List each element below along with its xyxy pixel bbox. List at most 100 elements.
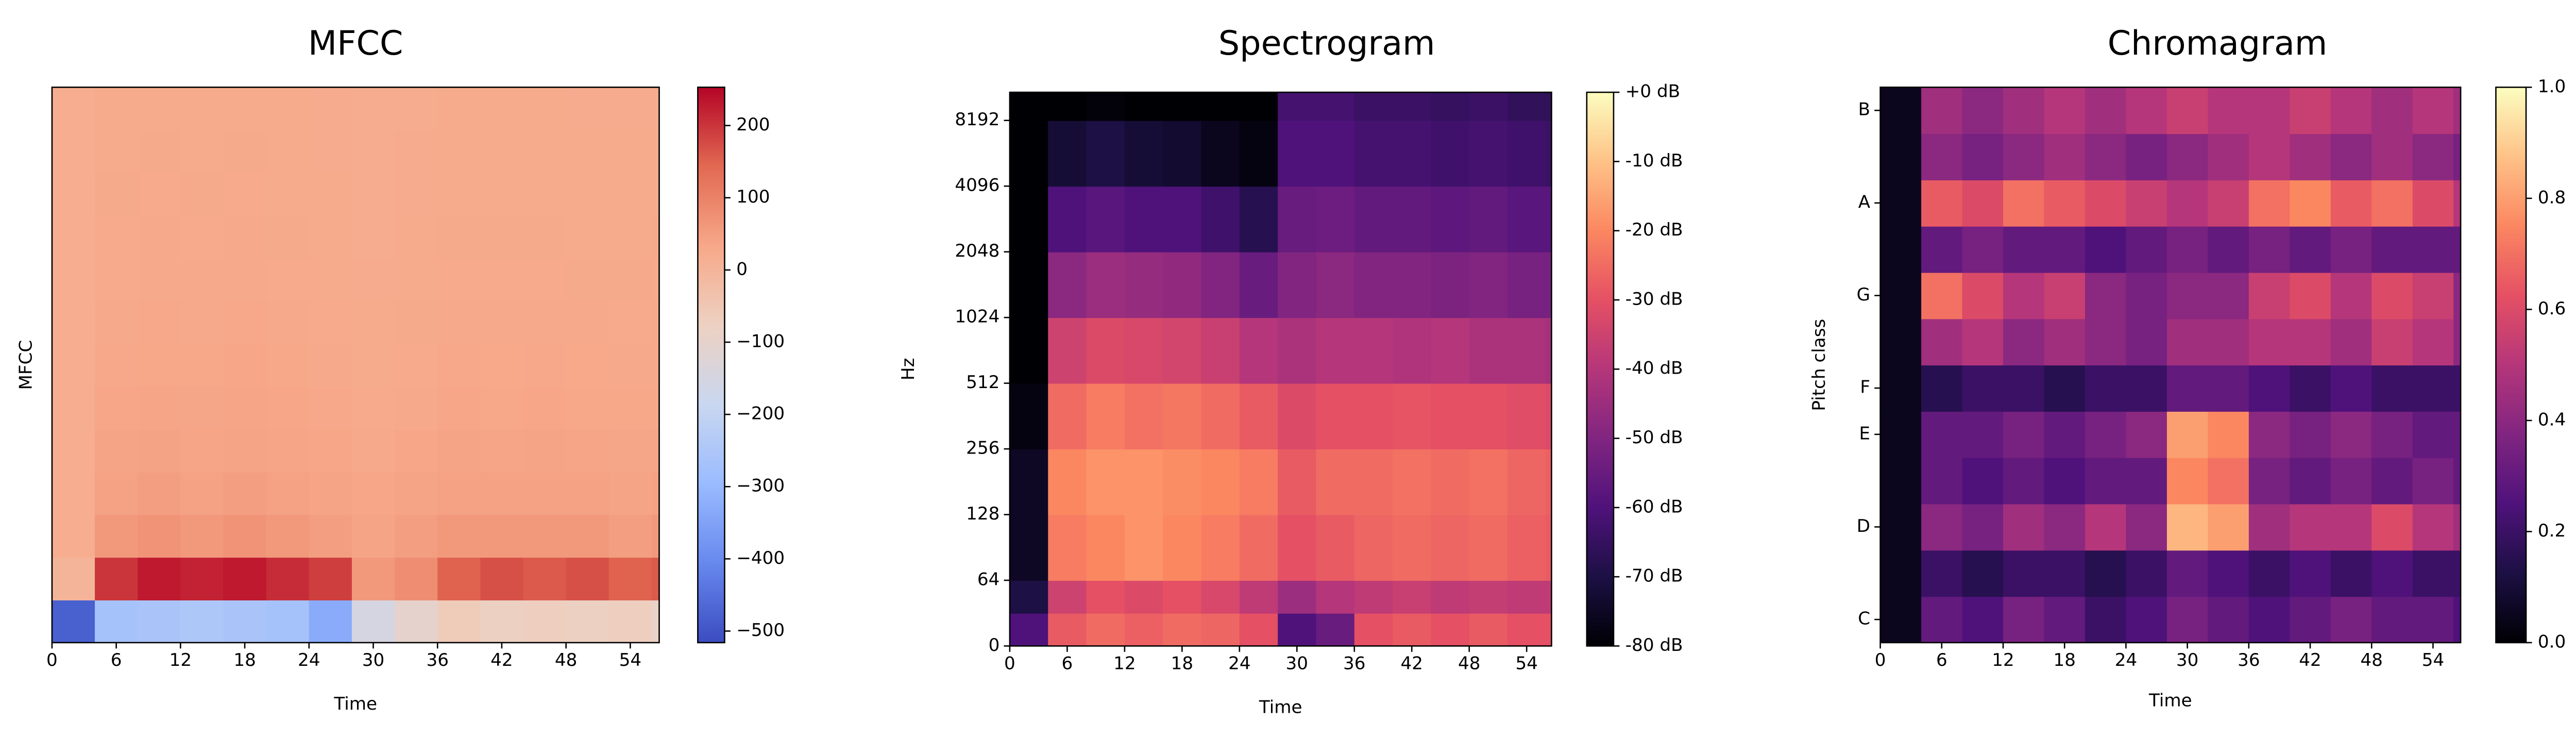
heatmap-cell	[2371, 226, 2413, 273]
heatmap-cell	[2208, 457, 2249, 505]
heatmap-cell	[1921, 596, 1963, 643]
heatmap-cell	[608, 514, 652, 558]
heatmap-cell	[1921, 318, 1963, 366]
heatmap-cell	[395, 300, 438, 344]
heatmap-cell	[1316, 383, 1355, 450]
heatmap-cell	[1469, 383, 1509, 450]
heatmap-cell	[309, 429, 352, 473]
heatmap-cell	[138, 600, 181, 643]
heatmap-cell	[2003, 365, 2045, 412]
heatmap-cell	[266, 258, 310, 301]
heatmap-cell	[523, 215, 567, 259]
x-tick-label: 6	[111, 650, 122, 670]
y-tick-label: D	[1857, 516, 1870, 536]
heatmap-cell	[1201, 613, 1240, 647]
x-tick-label: 12	[1992, 650, 2014, 670]
heatmap-cell	[1921, 226, 1963, 273]
heatmap-cell	[266, 429, 310, 473]
heatmap-cell	[566, 87, 609, 131]
heatmap-cell	[1354, 449, 1394, 515]
heatmap-cell	[1431, 251, 1470, 318]
heatmap-cell	[1431, 92, 1470, 121]
heatmap-cell	[2044, 179, 2086, 227]
heatmap-cell	[2290, 318, 2331, 366]
x-tick-label: 36	[1343, 653, 1365, 674]
x-tick-label: 30	[2176, 650, 2198, 670]
colorbar-tick-label: −500	[736, 620, 785, 641]
heatmap-cell	[95, 130, 139, 174]
heatmap-cell	[180, 215, 224, 259]
heatmap-cell	[223, 300, 267, 344]
heatmap-cell	[2166, 596, 2209, 643]
heatmap-cell	[1201, 383, 1240, 450]
heatmap-cell	[608, 557, 652, 601]
heatmap-cell	[1431, 580, 1470, 614]
x-tick-label: 6	[1936, 650, 1947, 670]
heatmap-cell	[2248, 133, 2291, 180]
heatmap-cell	[2248, 457, 2291, 505]
heatmap-cell	[2084, 457, 2127, 505]
heatmap-cell	[2330, 504, 2372, 551]
heatmap-cell	[1163, 186, 1202, 253]
heatmap-cell	[523, 300, 567, 344]
heatmap-cell	[1316, 120, 1355, 187]
x-tick-label: 24	[1228, 653, 1250, 674]
heatmap-cell	[2330, 411, 2372, 458]
x-tick-label: 0	[1875, 650, 1886, 670]
heatmap-cell	[1431, 120, 1470, 187]
heatmap-cell	[1507, 317, 1547, 384]
heatmap-cell	[2126, 457, 2167, 505]
heatmap-cell	[1239, 449, 1279, 515]
heatmap-cell	[2290, 179, 2331, 227]
heatmap-cell	[95, 600, 139, 643]
y-tick-label: B	[1858, 99, 1870, 120]
heatmap-cell	[566, 130, 609, 174]
heatmap-cell	[1048, 449, 1087, 515]
heatmap-cell	[2248, 179, 2291, 227]
colorbar-tick-label: -70 dB	[1625, 566, 1683, 586]
heatmap-cell	[2290, 272, 2331, 320]
heatmap-cell	[2003, 87, 2045, 135]
heatmap-cell	[1921, 87, 1963, 135]
heatmap-cell	[1393, 383, 1432, 450]
heatmap-cell	[2208, 272, 2249, 320]
heatmap-cell	[1546, 317, 1552, 384]
heatmap-cell	[180, 130, 224, 174]
plot-frame	[1009, 91, 1552, 647]
heatmap-cell	[1316, 317, 1355, 384]
heatmap-cell	[2412, 457, 2454, 505]
heatmap-cell	[2453, 457, 2462, 505]
heatmap-cell	[2412, 596, 2454, 643]
heatmap-cell	[138, 215, 181, 259]
heatmap-cell	[1278, 613, 1317, 647]
heatmap-cell	[2453, 411, 2462, 458]
heatmap-cell	[2412, 365, 2454, 412]
heatmap-cell	[1880, 457, 1922, 505]
heatmap-cell	[1239, 120, 1279, 187]
heatmap-cell	[1163, 449, 1202, 515]
heatmap-cell	[1201, 92, 1240, 121]
x-tick-label: 48	[2361, 650, 2383, 670]
heatmap-cell	[2044, 411, 2086, 458]
heatmap-cell	[309, 87, 352, 131]
y-tick-label: 64	[977, 569, 999, 590]
y-tick-label: E	[1859, 423, 1871, 444]
heatmap-cell	[2208, 133, 2249, 180]
heatmap-cell	[2003, 411, 2045, 458]
heatmap-cell	[523, 514, 567, 558]
heatmap-cell	[2330, 365, 2372, 412]
heatmap-cell	[2371, 133, 2413, 180]
heatmap-cell	[1921, 179, 1963, 227]
heatmap-cell	[180, 87, 224, 131]
heatmap-cell	[95, 472, 139, 515]
heatmap-cell	[1962, 504, 2004, 551]
heatmap-cell	[480, 472, 524, 515]
heatmap-cell	[2166, 550, 2209, 597]
colorbar-tick-label: 0.2	[2538, 521, 2566, 541]
heatmap-cell	[566, 514, 609, 558]
heatmap-cell	[1431, 186, 1470, 253]
heatmap-cell	[1124, 613, 1164, 647]
heatmap-cell	[2044, 550, 2086, 597]
x-tick-label: 18	[1171, 653, 1193, 674]
heatmap-cell	[1393, 92, 1432, 121]
